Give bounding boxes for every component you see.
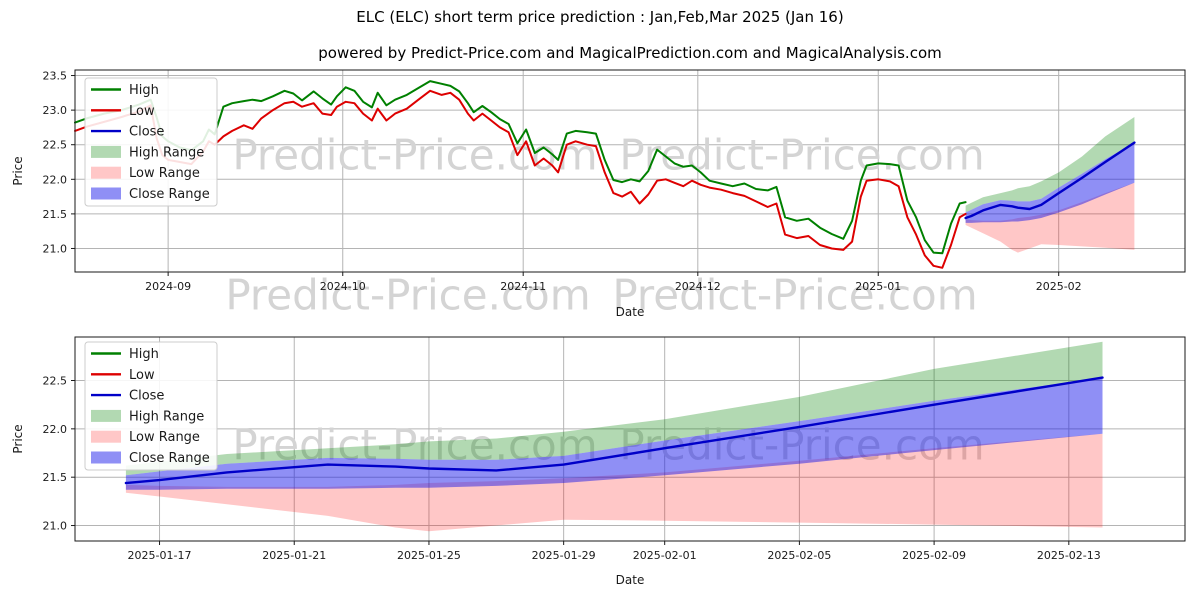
legend: High Low Close High Range Low Range Close Ran…	[84, 341, 218, 471]
plot-border	[74, 69, 1186, 273]
x-axis-label: Date	[616, 573, 645, 587]
svg-text:Predict-Price.com: Predict-Price.com	[225, 271, 590, 320]
svg-text:Predict-Price.com: Predict-Price.com	[232, 131, 597, 180]
svg-text:2024-09: 2024-09	[145, 280, 191, 293]
series-low	[74, 89, 967, 269]
y-axis-label: Price	[11, 424, 25, 453]
series-close	[964, 141, 1136, 220]
legend-label: Low Range	[129, 166, 200, 181]
svg-text:Predict-Price.com: Predict-Price.com	[619, 131, 984, 180]
svg-text:2025-02-13: 2025-02-13	[1037, 549, 1101, 562]
svg-text:2025-02-05: 2025-02-05	[767, 549, 831, 562]
x-axis-label: Date	[616, 305, 645, 319]
legend-label: Close	[129, 125, 164, 140]
svg-text:22.0: 22.0	[43, 423, 68, 436]
svg-text:22.0: 22.0	[43, 173, 68, 186]
svg-text:2025-02: 2025-02	[1036, 280, 1082, 293]
svg-text:21.5: 21.5	[43, 208, 68, 221]
svg-text:Predict-Price.com: Predict-Price.com	[232, 421, 597, 470]
band-close-range	[125, 377, 1103, 490]
svg-text:2025-01-25: 2025-01-25	[397, 549, 461, 562]
legend-label: Close Range	[129, 187, 210, 202]
band-close-range	[965, 142, 1135, 223]
axes: 2024-09 2024-10 2024-11 2024-12 2025-01 2025-…	[43, 70, 1082, 293]
svg-text:22.5: 22.5	[43, 375, 68, 388]
series-close	[124, 376, 1104, 485]
legend-label: High	[129, 83, 159, 98]
legend-label: Close Range	[129, 451, 210, 466]
svg-text:22.5: 22.5	[43, 139, 68, 152]
svg-text:21.5: 21.5	[43, 471, 68, 484]
plot-border	[74, 336, 1186, 542]
svg-text:2025-02-01: 2025-02-01	[633, 549, 697, 562]
svg-text:2025-02-09: 2025-02-09	[902, 549, 966, 562]
band-low-range	[125, 433, 1103, 532]
axes: 2025-01-17 2025-01-21 2025-01-25 2025-01-29…	[43, 375, 1101, 562]
chart-title: ELC (ELC) short term price prediction : …	[356, 8, 844, 26]
svg-text:21.0: 21.0	[43, 520, 68, 533]
legend-label: High Range	[129, 145, 204, 160]
svg-text:2025-01-21: 2025-01-21	[262, 549, 326, 562]
band-high-range	[125, 341, 1103, 476]
y-axis-label: Price	[11, 156, 25, 185]
legend: High Low Close High Range Low Range Close Ran…	[84, 77, 218, 207]
watermark: Predict-Price.com Predict-Price.com Predic…	[225, 131, 984, 320]
svg-text:Predict-Price.com: Predict-Price.com	[612, 271, 977, 320]
legend-label: Low Range	[129, 430, 200, 445]
legend-label: Low	[129, 104, 155, 119]
price-history-chart: Predict-Price.com Predict-Price.com Predic…	[11, 69, 1186, 320]
band-high-range	[965, 117, 1135, 213]
legend-label: Close	[129, 389, 164, 404]
legend-label: Low	[129, 368, 155, 383]
svg-text:2024-12: 2024-12	[675, 280, 721, 293]
legend-label: High	[129, 347, 159, 362]
svg-text:2025-01-29: 2025-01-29	[532, 549, 596, 562]
prediction-zoom-chart: Predict-Price.comPredict-Price.com2025-0…	[11, 336, 1186, 587]
band-low-range	[965, 182, 1135, 253]
grid	[75, 337, 1185, 541]
svg-text:21.0: 21.0	[43, 242, 68, 255]
chart-subtitle: powered by Predict-Price.com and Magical…	[318, 44, 942, 62]
legend-label: High Range	[129, 409, 204, 424]
svg-text:2024-10: 2024-10	[320, 280, 366, 293]
svg-text:23.0: 23.0	[43, 104, 68, 117]
svg-text:23.5: 23.5	[43, 70, 68, 83]
svg-text:2024-11: 2024-11	[500, 280, 546, 293]
series-high	[74, 80, 967, 255]
svg-text:2025-01: 2025-01	[855, 280, 901, 293]
svg-text:2025-01-17: 2025-01-17	[128, 549, 192, 562]
